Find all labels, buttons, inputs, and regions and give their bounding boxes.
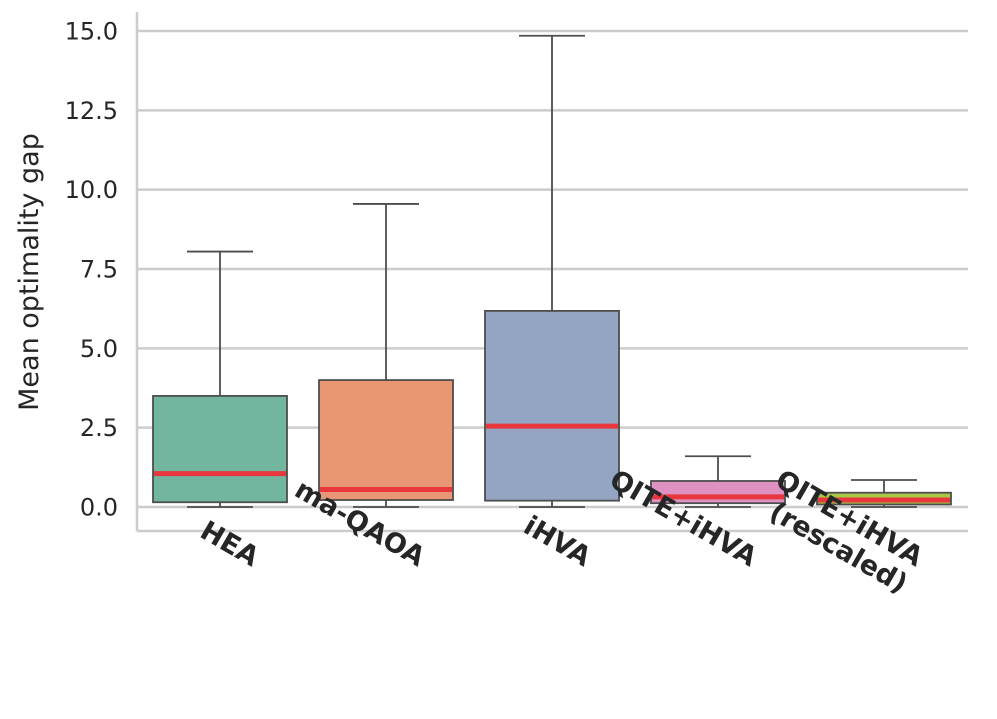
y-axis-title: Mean optimality gap [14, 133, 45, 411]
x-tick-label: HEA [195, 515, 264, 573]
y-tick-label: 5.0 [80, 335, 118, 363]
iqr-box [484, 309, 620, 502]
x-tick-label: QITE+iHVA(rescaled) [755, 464, 928, 600]
y-tick-label: 0.0 [80, 494, 118, 522]
y-tick-label: 7.5 [80, 256, 118, 284]
boxes [152, 34, 952, 508]
box-group [318, 203, 454, 508]
box-group [152, 250, 288, 508]
y-tick-label: 12.5 [65, 97, 118, 125]
y-tick-label: 2.5 [80, 414, 118, 442]
box-group [650, 455, 786, 508]
box-group [484, 34, 620, 508]
iqr-box [318, 379, 454, 501]
y-tick-label: 15.0 [65, 18, 118, 46]
x-tick-label: iHVA [518, 510, 596, 573]
iqr-box [152, 395, 288, 504]
y-tick-label: 10.0 [65, 176, 118, 204]
box-group [816, 479, 952, 508]
y-tick-labels: 0.0 2.5 5.0 7.5 10.0 12.5 15.0 [65, 18, 118, 522]
